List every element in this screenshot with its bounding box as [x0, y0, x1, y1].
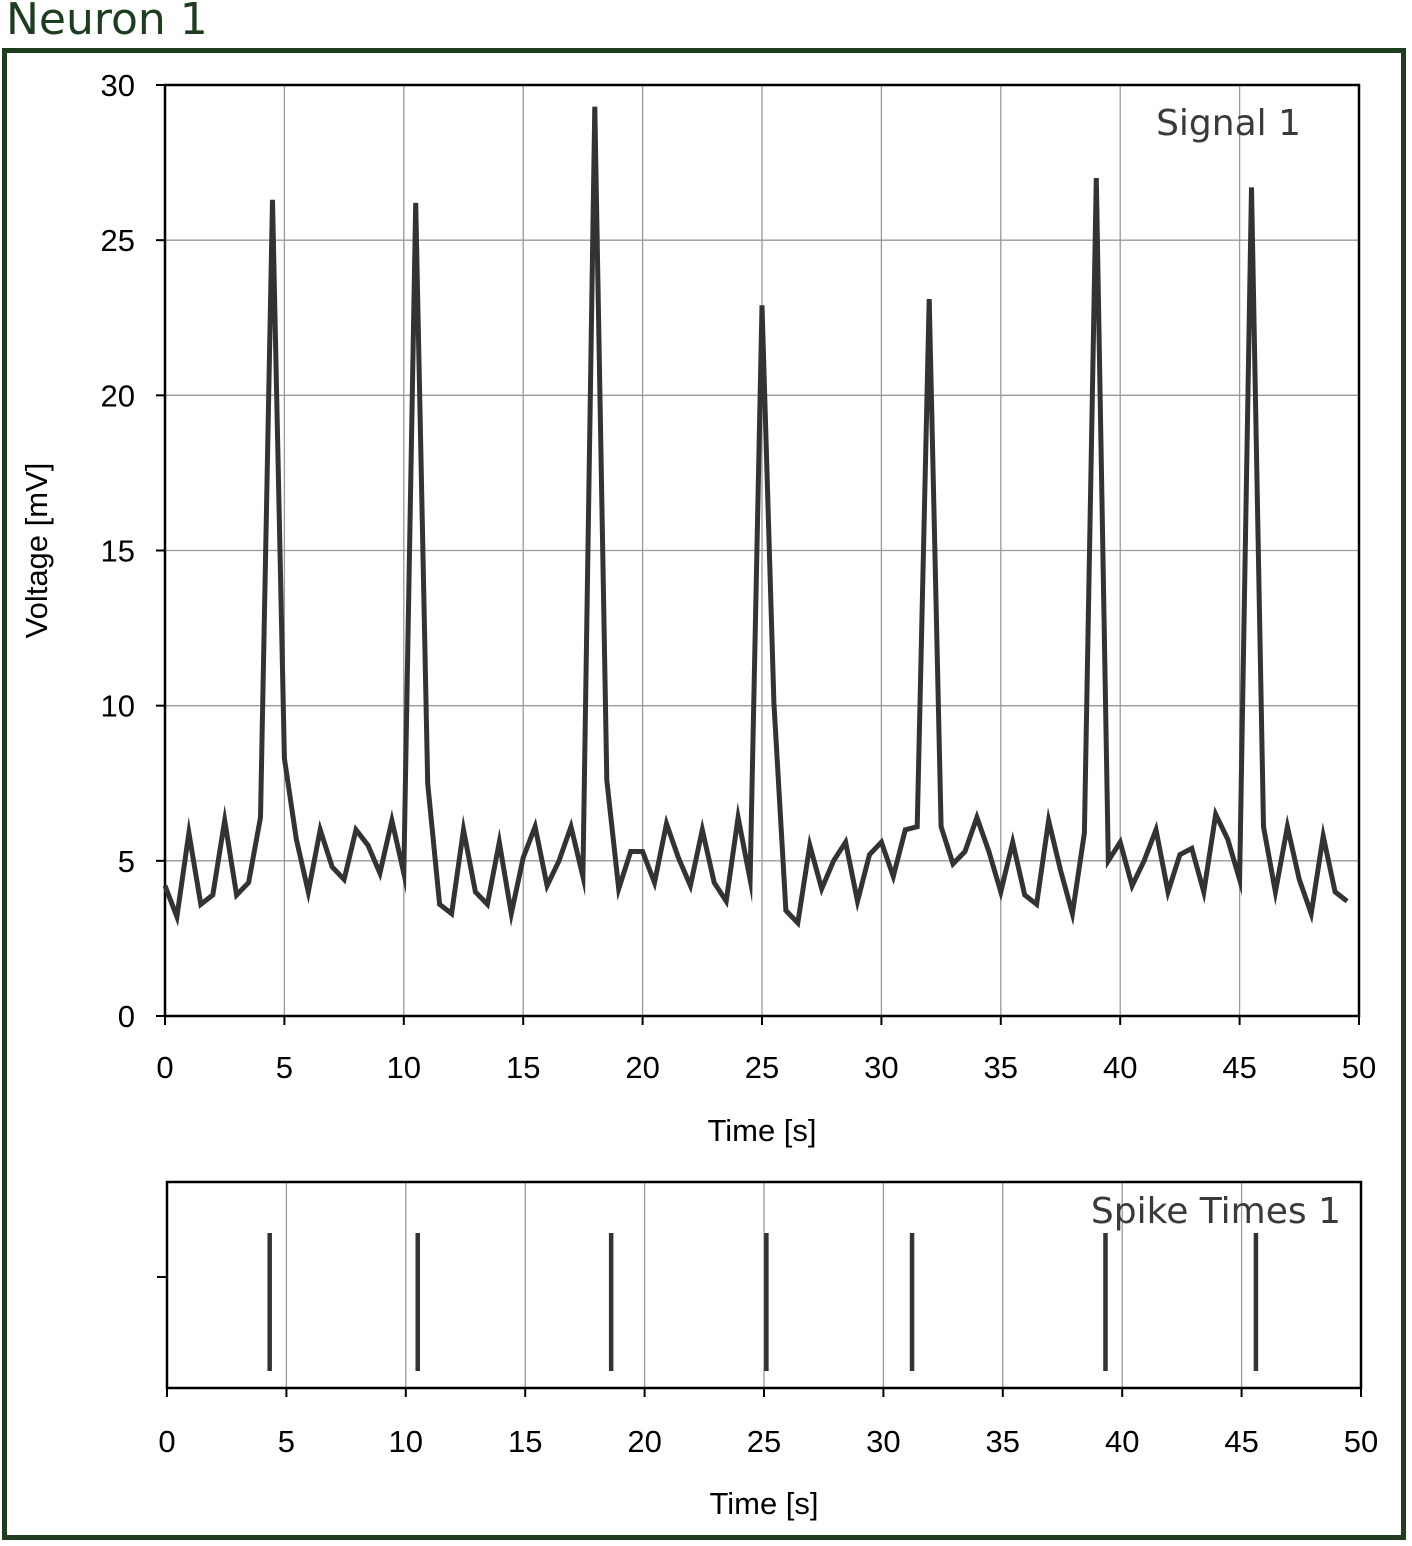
signal-x-tick-label: 10 — [387, 1050, 421, 1085]
signal-y-tick-label: 10 — [101, 689, 135, 724]
spike-x-tick-label: 25 — [747, 1424, 781, 1459]
spike-x-tick-label: 30 — [866, 1424, 900, 1459]
signal-x-tick-label: 25 — [745, 1050, 779, 1085]
signal-x-tick-label: 0 — [156, 1050, 173, 1085]
signal-x-tick-label: 15 — [506, 1050, 540, 1085]
panel-frame — [2, 48, 1406, 1540]
signal-y-axis-label: Voltage [mV] — [19, 463, 54, 639]
spike-x-tick-label: 10 — [389, 1424, 423, 1459]
spike-x-tick-label: 40 — [1105, 1424, 1139, 1459]
spike-x-tick-label: 35 — [986, 1424, 1020, 1459]
spike-panel-label: Spike Times 1 — [1091, 1191, 1341, 1232]
signal-x-tick-label: 35 — [984, 1050, 1018, 1085]
spike-raster-plot: 0 5 10 15 20 25 30 35 40 45 50 Time [s] Spike Times … — [157, 1180, 1378, 1521]
signal-y-tick-label: 25 — [101, 223, 135, 258]
signal-x-axis-label: Time [s] — [707, 1113, 816, 1148]
signal-y-tick-label: 15 — [101, 534, 135, 569]
signal-x-tick-label: 30 — [864, 1050, 898, 1085]
signal-voltage-trace — [162, 106, 1349, 929]
signal-x-tick-label: 40 — [1103, 1050, 1137, 1085]
spike-x-tick-label: 15 — [508, 1424, 542, 1459]
spike-x-tick-label: 45 — [1224, 1424, 1258, 1459]
signal-y-tick-label: 5 — [118, 844, 135, 879]
signal-y-tick-label: 30 — [101, 68, 135, 103]
spike-x-tick-label: 20 — [627, 1424, 661, 1459]
signal-x-tick-label: 20 — [625, 1050, 659, 1085]
spike-x-tick-label: 0 — [158, 1424, 175, 1459]
spike-x-tick-label: 5 — [278, 1424, 295, 1459]
signal-x-tick-label: 50 — [1342, 1050, 1376, 1085]
signal-panel-label: Signal 1 — [1156, 103, 1301, 144]
signal-y-tick-label: 0 — [118, 999, 135, 1034]
spike-x-axis-label: Time [s] — [709, 1486, 818, 1521]
signal-x-tick-label: 5 — [276, 1050, 293, 1085]
signal-plot: 0 5 10 15 20 25 30 35 40 45 50 0 5 10 15 20 25 30 Time [s]… — [19, 68, 1376, 1148]
signal-x-tick-label: 45 — [1222, 1050, 1256, 1085]
signal-y-tick-label: 20 — [101, 378, 135, 413]
panel-title: Neuron 1 — [6, 0, 208, 45]
spike-x-tick-label: 50 — [1344, 1424, 1378, 1459]
